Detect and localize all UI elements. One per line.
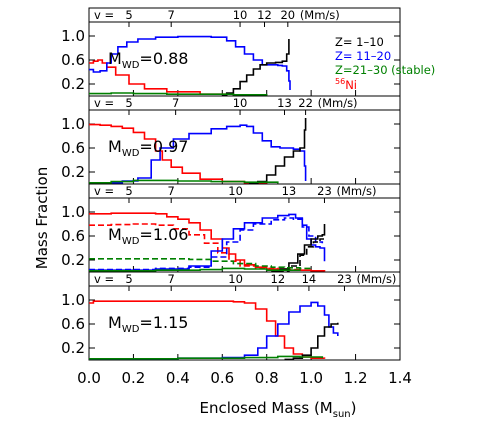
x-tick-label: 1.2 [344, 369, 368, 387]
mwd-label: MWD=1.06 [108, 225, 188, 247]
series-line-z11_20 [89, 124, 307, 184]
velocity-tick-label: 5 [125, 8, 132, 22]
series-line-ni56 [271, 224, 326, 273]
x-axis-title-main: Enclosed Mass [199, 399, 309, 417]
series-line-ni56 [248, 118, 307, 185]
velocity-tick-label: v = [94, 272, 114, 286]
series-line-z21_30 [89, 92, 268, 96]
velocity-tick-label: 23 [317, 184, 332, 198]
y-axis-title: Mass Fraction [33, 167, 51, 269]
velocity-tick-label: v = [94, 184, 114, 198]
y-tick-label: 1.0 [61, 27, 85, 45]
mwd-label: MWD=1.15 [108, 313, 188, 335]
velocity-unit-label: (Mm/s) [336, 184, 376, 198]
y-tick-label: 0.2 [61, 251, 85, 269]
velocity-tick-label: 12 [271, 272, 286, 286]
velocity-unit-label: (Mm/s) [356, 272, 396, 286]
velocity-tick-label: v = [94, 8, 114, 22]
velocity-tick-label: 10 [228, 184, 243, 198]
x-tick-label: 0.4 [166, 369, 190, 387]
series-line-z21_30-dashed [89, 258, 312, 270]
panel-frame [88, 271, 401, 361]
velocity-tick-label: 14 [302, 272, 317, 286]
x-tick-label: 1.4 [388, 369, 412, 387]
velocity-tick-label: 10 [228, 272, 243, 286]
legend: Z= 1–10 Z= 11–20 Z=21–30 (stable) 56Ni [335, 35, 435, 92]
mwd-label: MWD=0.97 [108, 137, 188, 159]
y-tick-label: 0.2 [61, 75, 85, 93]
series-line-z1_10 [89, 59, 267, 97]
legend-ni56-superscript: 56 [335, 77, 345, 86]
velocity-tick-label: 23 [337, 272, 352, 286]
velocity-tick-label: 12 [257, 8, 272, 22]
legend-entry-ni56: 56Ni [335, 77, 357, 92]
y-tick-label: 0.6 [61, 315, 85, 333]
velocity-tick-label: v = [94, 96, 114, 110]
y-tick-label: 0.2 [61, 339, 85, 357]
mwd-label: MWD=0.88 [108, 49, 188, 71]
y-tick-label: 1.0 [61, 291, 85, 309]
series-line-z21_30 [89, 267, 301, 272]
y-tick-label: 0.6 [61, 51, 85, 69]
y-tick-label: 1.0 [61, 115, 85, 133]
series-line-z21_30 [89, 179, 279, 184]
x-axis-title-sub: sun [333, 409, 351, 420]
velocity-tick-label: 22 [298, 96, 313, 110]
x-tick-label: 0.0 [77, 369, 101, 387]
velocity-unit-label: (Mm/s) [318, 96, 358, 110]
velocity-tick-label: 7 [172, 96, 179, 110]
y-tick-label: 1.0 [61, 203, 85, 221]
x-tick-label: 0.6 [210, 369, 234, 387]
y-tick-label: 0.2 [61, 163, 85, 181]
velocity-tick-label: 7 [168, 184, 175, 198]
velocity-tick-label: 20 [280, 8, 295, 22]
series-line-ni56 [222, 39, 290, 97]
panel-3: v = 5 7 10 13 23 (Mm/s) 0.2 0.6 1.0 MWD=1.06 [61, 183, 401, 273]
velocity-tick-label: 10 [233, 96, 248, 110]
velocity-tick-label: 13 [277, 96, 292, 110]
series-line-ni56-dashed [277, 237, 326, 272]
series-line-z11_20-dashed [89, 217, 324, 271]
velocity-tick-label: 5 [125, 272, 132, 286]
series-line-ni56 [284, 322, 339, 361]
x-tick-label: 0.2 [121, 369, 145, 387]
panel-1: v = 5 7 10 12 20 (Mm/s) 0.2 0.6 1.0 MWD=0.88 [61, 7, 401, 97]
legend-entry-z11-20: Z= 11–20 [335, 49, 391, 63]
y-tick-label: 0.6 [61, 139, 85, 157]
y-tick-label: 0.6 [61, 227, 85, 245]
velocity-tick-label: 7 [168, 8, 175, 22]
legend-entry-z21-30: Z=21–30 (stable) [335, 63, 435, 77]
legend-ni56-label: Ni [345, 78, 357, 92]
legend-entry-z1-10: Z= 1–10 [335, 35, 384, 49]
velocity-tick-label: 5 [125, 96, 132, 110]
x-tick-label: 0.8 [255, 369, 279, 387]
velocity-tick-label: 7 [168, 272, 175, 286]
velocity-tick-label: 5 [125, 184, 132, 198]
velocity-tick-label: 10 [233, 8, 248, 22]
x-tick-label: 1.0 [299, 369, 323, 387]
x-axis-title-open: (M [314, 399, 333, 417]
series-line-z21_30 [89, 355, 324, 360]
panel-2: v = 5 7 10 13 22 (Mm/s) 0.2 0.6 1.0 MWD=0.97 [61, 95, 401, 185]
x-axis-title-close: ) [351, 399, 357, 417]
velocity-unit-label: (Mm/s) [300, 8, 340, 22]
x-axis-title: Enclosed Mass (Msun) [199, 399, 356, 420]
panel-4: v = 5 7 10 12 14 23 (Mm/s) 0.2 0.6 1.0 MWD=1.15 [61, 271, 401, 361]
series-line-z11_20 [89, 35, 291, 90]
velocity-tick-label: 13 [282, 184, 297, 198]
